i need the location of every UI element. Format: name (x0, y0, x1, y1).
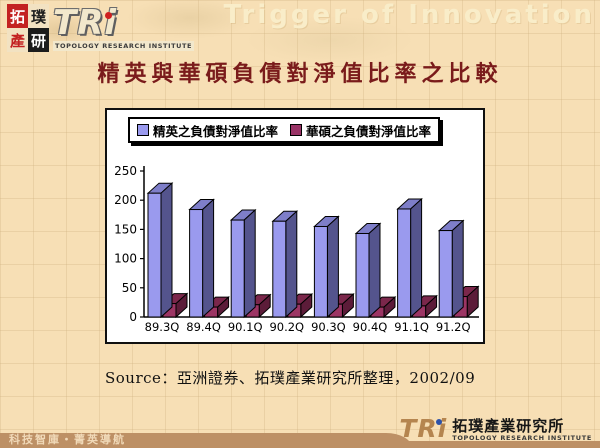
footer-logo-cn: 拓璞產業研究所 (452, 416, 565, 435)
svg-text:200: 200 (114, 193, 137, 207)
seal-char-4: 研 (28, 28, 49, 52)
footer-logo-en: TOPOLOGY RESEARCH INSTITUTE (452, 433, 592, 442)
tri-header-logo: TRi TOPOLOGY RESEARCH INSTITUTE (53, 3, 195, 51)
svg-text:91.2Q: 91.2Q (436, 320, 471, 334)
tri-seal-logo: 拓 璞 產 研 (7, 4, 49, 52)
legend-item-asus: 華碩之負債對淨值比率 (290, 121, 431, 140)
svg-text:89.3Q: 89.3Q (145, 320, 180, 334)
source-note: Source：亞洲證券、拓璞產業研究所整理，2002/09 (105, 369, 476, 387)
svg-text:90.4Q: 90.4Q (353, 320, 388, 334)
svg-text:90.3Q: 90.3Q (311, 320, 346, 334)
svg-text:89.4Q: 89.4Q (186, 320, 221, 334)
svg-text:91.1Q: 91.1Q (394, 320, 429, 334)
legend-label-asus: 華碩之負債對淨值比率 (306, 123, 432, 139)
svg-text:90.2Q: 90.2Q (269, 320, 304, 334)
svg-text:50: 50 (122, 281, 137, 295)
footer-tri-blue-dot-icon (436, 419, 443, 425)
chart-panel: 0 50 100 150 200 250 89.3Q 89.4Q 90.1Q 90.2Q 90.3Q… (105, 108, 485, 344)
page-title: 精英與華碩負債對淨值比率之比較 (97, 61, 503, 87)
tri-logo-subtitle: TOPOLOGY RESEARCH INSTITUTE (53, 41, 195, 51)
footer-bar-thin (386, 441, 600, 448)
footer-tri-mark: TRi (399, 416, 447, 441)
tri-logo-red-dot-icon (105, 12, 112, 19)
legend-swatch-eps (137, 124, 149, 136)
footer-tri-logo: TRi 拓璞產業研究所 TOPOLOGY RESEARCH INSTITUTE (399, 416, 592, 442)
innovation-watermark: Trigger of Innovation (223, 0, 595, 30)
seal-char-3: 產 (7, 28, 28, 52)
seal-char-1: 拓 (7, 4, 28, 28)
svg-text:0: 0 (129, 310, 137, 324)
seal-char-2: 璞 (28, 4, 49, 28)
svg-text:90.1Q: 90.1Q (228, 320, 263, 334)
header-map-texture (0, 0, 600, 62)
svg-text:100: 100 (114, 252, 137, 266)
legend-item-eps: 精英之負債對淨值比率 (137, 121, 278, 140)
legend-swatch-asus (290, 124, 303, 136)
svg-text:250: 250 (114, 164, 137, 178)
tri-logo-text: TRi (53, 3, 118, 43)
chart-legend: 精英之負債對淨值比率 華碩之負債對淨值比率 (128, 117, 441, 143)
footer-slogan: 科技智庫・菁英導航 (9, 433, 126, 446)
legend-label-eps: 精英之負債對淨值比率 (153, 123, 279, 139)
svg-text:150: 150 (114, 222, 137, 236)
bar-chart: 0 50 100 150 200 250 89.3Q 89.4Q 90.1Q 90.2Q 90.3Q… (114, 164, 480, 334)
